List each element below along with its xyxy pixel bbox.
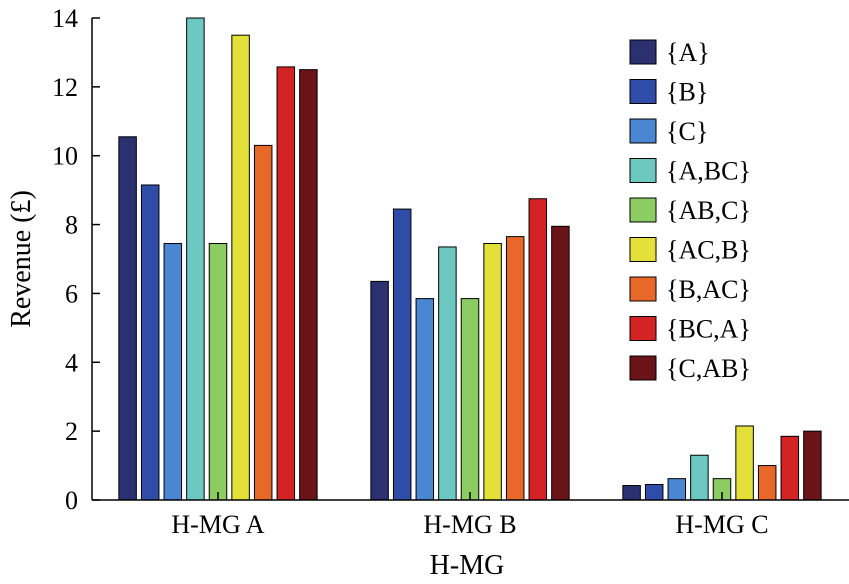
bars-group (118, 17, 822, 501)
x-tick-label: H-MG C (675, 510, 768, 539)
bar (528, 198, 548, 501)
bar (460, 298, 480, 501)
legend-swatch (629, 79, 657, 104)
legend-swatch (629, 197, 657, 223)
legend-label: {AC,B} (666, 236, 751, 265)
bar (690, 454, 709, 501)
y-tick-label: 4 (65, 348, 78, 377)
bar (483, 243, 502, 501)
bar (299, 69, 318, 501)
bar (140, 184, 160, 501)
bar (667, 478, 687, 501)
bar (253, 144, 273, 501)
bar (392, 208, 412, 501)
legend-swatch (629, 237, 657, 262)
legend-swatch (629, 39, 657, 65)
y-tick-label: 6 (65, 279, 78, 308)
bar (505, 236, 525, 501)
legend-label: {C,AB} (666, 354, 751, 383)
bar (757, 465, 777, 501)
legend-label: {B} (666, 78, 708, 107)
legend-label: {A} (666, 38, 710, 67)
legend-label: {AB,C} (666, 196, 751, 225)
y-tick-label: 8 (65, 211, 78, 240)
y-ticks-group: 0 2 4 6 8 10 12 14 (52, 4, 100, 515)
bar (208, 243, 228, 501)
bar (735, 425, 754, 501)
bar (438, 246, 457, 501)
bar (118, 136, 137, 501)
y-tick-label: 10 (52, 142, 78, 171)
legend-swatch (629, 276, 657, 302)
x-axis-title: H-MG (430, 550, 505, 581)
legend-label: {B,AC} (666, 275, 751, 304)
bar (780, 435, 800, 501)
x-ticks-group: H-MG A H-MG B H-MG C (171, 492, 769, 539)
legend-swatch (629, 118, 657, 144)
legend-label: {BC,A} (666, 315, 751, 344)
bar (622, 485, 641, 501)
legend-label: {C} (666, 117, 708, 146)
legend: {A} {B} {C} {A,BC} {AB,C} {AC,B} {B,AC} {BC,A} {… (629, 38, 751, 383)
y-axis-title: Revenue (£) (6, 190, 37, 328)
bar (551, 225, 570, 501)
y-tick-label: 12 (52, 73, 78, 102)
legend-swatch (629, 316, 657, 341)
x-tick-label: H-MG B (423, 510, 516, 539)
y-tick-label: 14 (52, 4, 78, 33)
bar (415, 298, 435, 501)
bar (370, 280, 389, 501)
bar (644, 484, 664, 501)
x-tick-label: H-MG A (171, 510, 264, 539)
legend-swatch (629, 355, 657, 381)
legend-label: {A,BC} (666, 157, 751, 186)
bar (803, 430, 822, 501)
bar (163, 243, 183, 501)
bar (186, 17, 205, 501)
bar (276, 66, 296, 501)
y-tick-label: 2 (65, 417, 78, 446)
y-tick-label: 0 (65, 486, 78, 515)
legend-swatch (629, 158, 657, 183)
bar (231, 34, 250, 501)
